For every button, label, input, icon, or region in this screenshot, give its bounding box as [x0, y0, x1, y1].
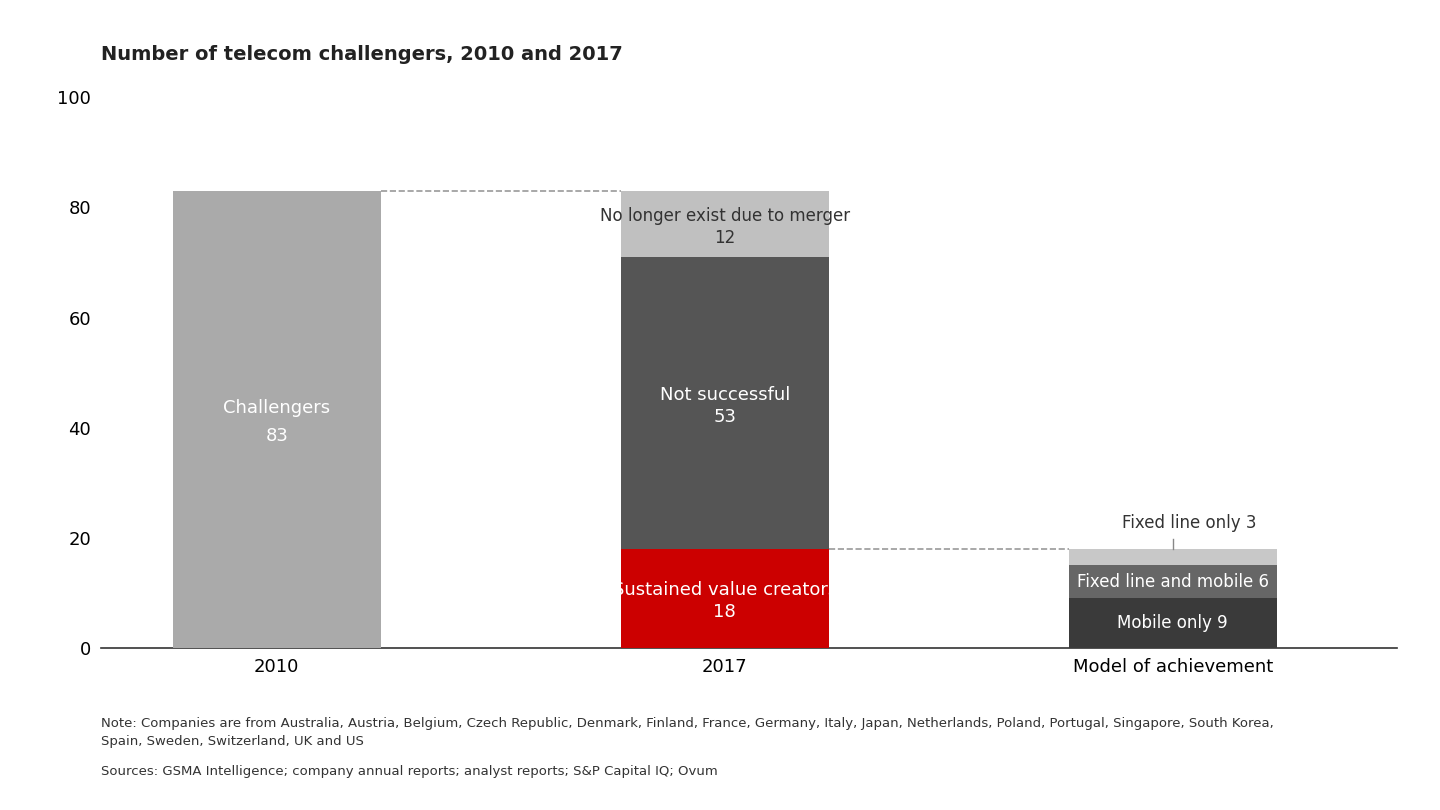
Text: Number of telecom challengers, 2010 and 2017: Number of telecom challengers, 2010 and …: [101, 45, 622, 63]
Text: Fixed line only 3: Fixed line only 3: [1122, 514, 1256, 532]
Text: Sustained value creators: Sustained value creators: [612, 581, 837, 599]
Bar: [1068, 599, 1277, 648]
Text: Challengers: Challengers: [223, 399, 330, 417]
Bar: [621, 191, 829, 257]
Text: Not successful: Not successful: [660, 386, 791, 403]
Text: 18: 18: [713, 603, 736, 621]
Text: No longer exist due to merger: No longer exist due to merger: [599, 207, 850, 224]
Text: Mobile only 9: Mobile only 9: [1117, 614, 1228, 633]
Text: 53: 53: [713, 407, 736, 426]
Text: Fixed line and mobile 6: Fixed line and mobile 6: [1077, 573, 1269, 591]
Bar: [173, 191, 380, 648]
Bar: [1068, 565, 1277, 599]
Bar: [621, 257, 829, 549]
Text: Note: Companies are from Australia, Austria, Belgium, Czech Republic, Denmark, F: Note: Companies are from Australia, Aust…: [101, 717, 1273, 748]
Text: 83: 83: [265, 427, 288, 445]
Bar: [1068, 549, 1277, 565]
Text: 12: 12: [714, 228, 736, 247]
Text: Sources: GSMA Intelligence; company annual reports; analyst reports; S&P Capital: Sources: GSMA Intelligence; company annu…: [101, 765, 717, 778]
Bar: [621, 549, 829, 648]
